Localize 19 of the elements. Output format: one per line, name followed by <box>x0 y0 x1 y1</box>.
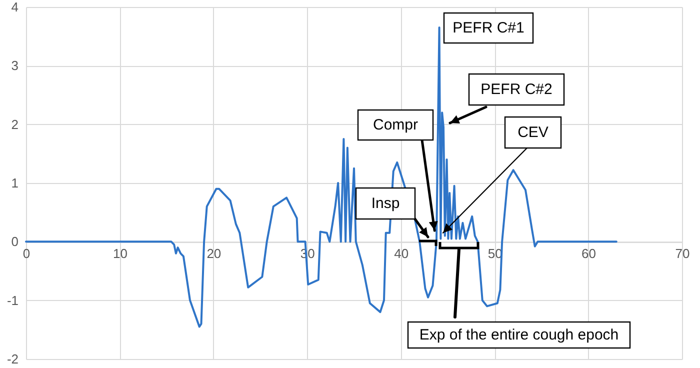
y-tick-label: -1 <box>6 292 18 308</box>
y-tick-label: -2 <box>6 352 18 366</box>
annotation: PEFR C#1 <box>452 20 524 36</box>
annotation: Compr <box>372 116 418 134</box>
y-tick-label: 3 <box>11 58 18 74</box>
x-tick-label: 60 <box>582 246 596 262</box>
x-tick-label: 10 <box>112 246 128 262</box>
x-tick-label: 20 <box>206 246 222 262</box>
annotation: Insp <box>371 195 400 212</box>
y-tick-label: 0 <box>11 234 18 250</box>
x-tick-label: 0 <box>22 246 30 262</box>
y-tick-label: 2 <box>11 116 18 132</box>
x-tick-label: 70 <box>675 246 690 262</box>
x-tick-label: 40 <box>394 246 409 262</box>
y-tick-label: 1 <box>11 176 18 190</box>
annotation: Exp of the entire cough epoch <box>419 326 619 344</box>
annotation: PEFR C#2 <box>480 81 552 98</box>
y-tick-label: 4 <box>11 0 18 14</box>
annotation: CEV <box>518 124 548 141</box>
